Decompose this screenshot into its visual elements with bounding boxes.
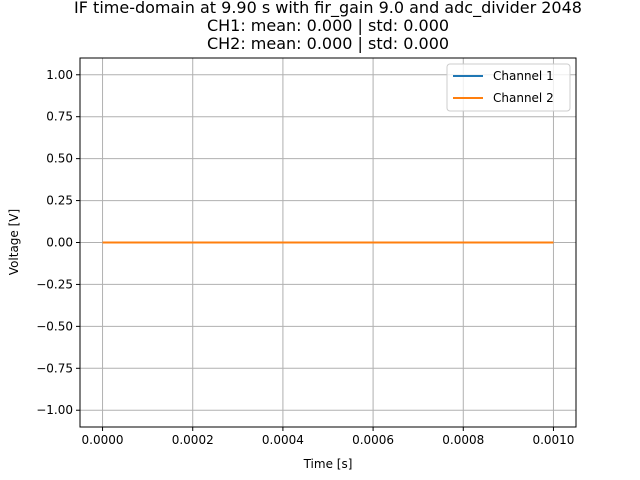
x-tick-label: 0.0010 — [532, 433, 574, 447]
y-tick-label: −0.50 — [36, 319, 73, 333]
y-tick-label: 1.00 — [46, 68, 73, 82]
legend-label-channel-1: Channel 1 — [493, 69, 554, 83]
x-axis-label: Time [s] — [303, 457, 353, 471]
y-tick-label: −0.75 — [36, 361, 73, 375]
chart-title-line-3: CH2: mean: 0.000 | std: 0.000 — [207, 34, 449, 53]
x-tick-label: 0.0002 — [172, 433, 214, 447]
chart-title-line-2: CH1: mean: 0.000 | std: 0.000 — [207, 16, 449, 35]
legend-label-channel-2: Channel 2 — [493, 91, 554, 105]
y-tick-label: 0.75 — [46, 110, 73, 124]
x-tick-label: 0.0006 — [352, 433, 394, 447]
chart-title-line-1: IF time-domain at 9.90 s with fir_gain 9… — [74, 0, 582, 18]
y-tick-label: −1.00 — [36, 403, 73, 417]
y-tick-label: 0.25 — [46, 194, 73, 208]
x-tick-label: 0.0008 — [442, 433, 484, 447]
x-tick-label: 0.0004 — [262, 433, 304, 447]
y-tick-label: 0.00 — [46, 236, 73, 250]
y-tick-label: −0.25 — [36, 277, 73, 291]
y-axis-label: Voltage [V] — [7, 209, 21, 275]
x-tick-label: 0.0000 — [82, 433, 124, 447]
legend: Channel 1 Channel 2 — [446, 63, 571, 112]
y-tick-label: 0.50 — [46, 152, 73, 166]
axis-ticks: 0.0000 0.0002 0.0004 0.0006 0.0008 0.0010 1.00… — [36, 68, 574, 447]
